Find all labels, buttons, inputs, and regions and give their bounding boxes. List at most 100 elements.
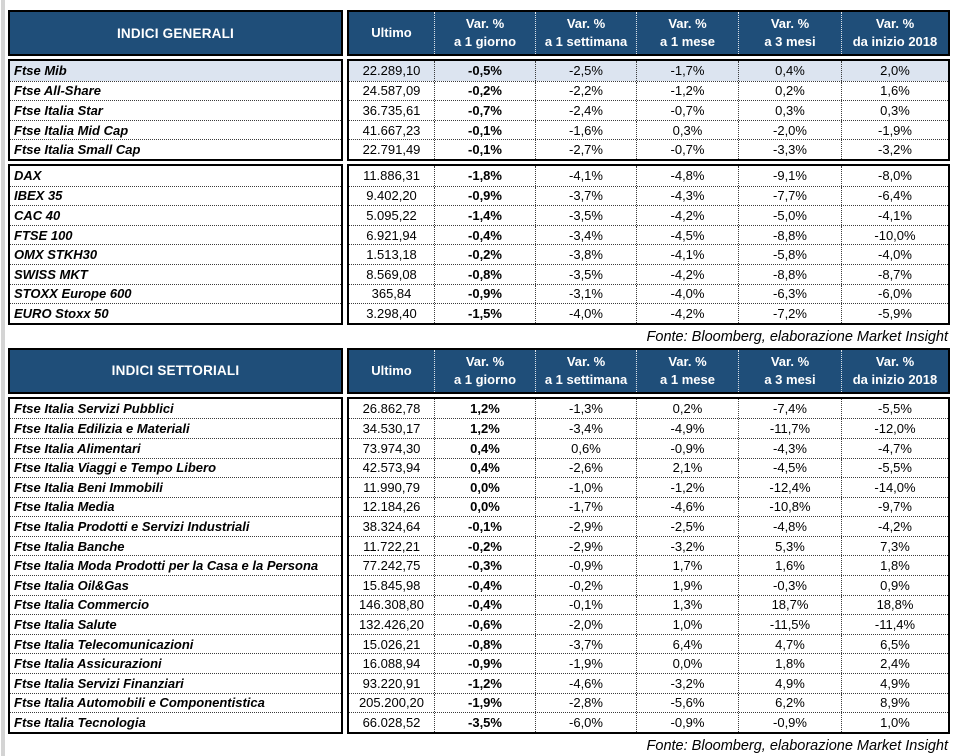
cell-var-1-mese: 1,3%	[636, 595, 738, 615]
cell-var-3-mesi: -10,8%	[738, 497, 841, 517]
cell-var-3-mesi: -2,0%	[738, 120, 841, 140]
cell-var-1-giorno: -1,2%	[434, 674, 535, 693]
table-row: 3.298,40 -1,5% -4,0% -4,2% -7,2% -5,9%	[349, 303, 948, 323]
cell-var-3-mesi: -6,3%	[738, 284, 841, 304]
cell-var-3-mesi: -4,5%	[738, 458, 841, 478]
column-header: Ultimo	[349, 350, 434, 392]
cell-var-inizio-2018: -4,7%	[841, 438, 948, 458]
cell-var-1-giorno: -0,5%	[434, 61, 535, 81]
column-header-line2: a 1 giorno	[453, 34, 517, 49]
cell-ultimo: 36.735,61	[362, 102, 421, 118]
cell-var-inizio-2018: 6,5%	[841, 634, 948, 654]
table-row: 6.921,94 -0,4% -3,4% -4,5% -8,8% -10,0%	[349, 224, 948, 245]
cell-var-3-mesi: -11,7%	[738, 419, 841, 438]
cell-var-1-giorno: -0,2%	[434, 81, 535, 101]
cell-var-1-giorno: -0,9%	[434, 186, 535, 206]
cell-ultimo: 16.088,94	[362, 656, 421, 672]
column-header-line1: Var. %	[566, 353, 606, 369]
column-header-line1: Var. %	[875, 353, 915, 369]
table-header: INDICI GENERALI Ultimo Var. % a 1 giorno Var…	[8, 10, 950, 56]
header-columns: Ultimo Var. % a 1 giorno Var. % a 1 settiman…	[347, 347, 950, 394]
cell-var-1-giorno: -0,7%	[434, 101, 535, 120]
table-block: Ftse Italia Servizi Pubblici Ftse Italia …	[8, 396, 950, 734]
cell-var-1-settimana: -4,1%	[535, 165, 636, 186]
row-label: DAX	[14, 168, 42, 184]
cell-var-1-mese: -4,8%	[636, 165, 738, 186]
column-header: Var. % a 1 settimana	[535, 349, 636, 392]
row-label: Ftse Italia Commercio	[10, 594, 341, 615]
cell-var-1-settimana: -3,4%	[535, 419, 636, 438]
cell-ultimo: 26.862,78	[362, 401, 421, 417]
row-label: Ftse Italia Mid Cap	[10, 119, 341, 140]
cell-var-1-mese: -4,6%	[636, 497, 738, 517]
header-row: Ultimo Var. % a 1 giorno Var. % a 1 settiman…	[349, 12, 948, 54]
cell-var-inizio-2018: -1,9%	[841, 120, 948, 140]
row-labels: Ftse Mib Ftse All-Share Ftse Italia Star Ft…	[8, 59, 343, 161]
table-row: 38.324,64 -0,1% -2,9% -2,5% -4,8% -4,2%	[349, 516, 948, 536]
row-labels: DAX IBEX 35 CAC 40 FTSE 100 OMX STKH30 SWISS …	[8, 163, 343, 325]
cell-var-3-mesi: -3,3%	[738, 140, 841, 159]
cell-var-1-settimana: -1,7%	[535, 497, 636, 517]
cell-ultimo: 93.220,91	[362, 675, 421, 691]
cell-var-1-settimana: -0,1%	[535, 595, 636, 615]
cell-ultimo: 1.513,18	[366, 247, 417, 263]
cell-var-1-settimana: -4,0%	[535, 304, 636, 323]
column-header: Var. % a 1 giorno	[434, 12, 535, 54]
cell-var-3-mesi: -9,1%	[738, 165, 841, 186]
row-label: Ftse Italia Automobili e Componentistica	[10, 692, 341, 713]
cell-var-1-mese: -1,7%	[636, 61, 738, 81]
cell-var-3-mesi: -11,5%	[738, 615, 841, 634]
column-header-line1: Var. %	[770, 353, 810, 369]
cell-var-3-mesi: -12,4%	[738, 478, 841, 497]
cell-var-1-mese: 0,0%	[636, 654, 738, 674]
column-header-line1: Var. %	[465, 16, 505, 31]
cell-var-1-giorno: -0,9%	[434, 284, 535, 304]
cell-var-1-settimana: -0,9%	[535, 556, 636, 576]
cell-var-1-mese: -5,6%	[636, 693, 738, 713]
cell-var-3-mesi: 1,6%	[738, 556, 841, 576]
cell-var-inizio-2018: 1,6%	[841, 81, 948, 101]
table-row: 66.028,52 -3,5% -6,0% -0,9% -0,9% 1,0%	[349, 712, 948, 732]
table-title: INDICI SETTORIALI	[8, 347, 343, 394]
cell-var-1-giorno: -1,4%	[434, 206, 535, 225]
table-row: 34.530,17 1,2% -3,4% -4,9% -11,7% -12,0%	[349, 418, 948, 438]
cell-var-1-giorno: -1,9%	[434, 693, 535, 713]
cell-ultimo: 11.886,31	[363, 168, 420, 184]
cell-var-inizio-2018: -8,7%	[841, 264, 948, 284]
cell-var-inizio-2018: -5,9%	[841, 304, 948, 323]
cell-var-1-mese: 1,0%	[636, 615, 738, 634]
cell-var-1-mese: -0,9%	[636, 438, 738, 458]
cell-ultimo: 12.184,26	[362, 499, 421, 515]
table-row: 132.426,20 -0,6% -2,0% 1,0% -11,5% -11,4%	[349, 614, 948, 634]
row-label: Ftse Italia Oil&Gas	[10, 575, 341, 595]
cell-var-3-mesi: -7,7%	[738, 186, 841, 206]
column-header-line1: Var. %	[875, 16, 915, 31]
column-header: Ultimo	[349, 12, 434, 54]
cell-var-inizio-2018: -5,5%	[841, 458, 948, 478]
column-header-line2: a 3 mesi	[764, 371, 816, 387]
row-label: Ftse Italia Telecomunicazioni	[10, 633, 341, 654]
cell-var-1-mese: 1,9%	[636, 576, 738, 595]
cell-var-1-mese: -1,2%	[636, 478, 738, 497]
cell-var-1-giorno: -0,6%	[434, 615, 535, 634]
cell-var-1-mese: -1,2%	[636, 81, 738, 101]
cell-var-3-mesi: -8,8%	[738, 264, 841, 284]
cell-var-1-mese: -0,7%	[636, 140, 738, 159]
cell-var-3-mesi: -7,2%	[738, 304, 841, 323]
table-row: 16.088,94 -0,9% -1,9% 0,0% 1,8% 2,4%	[349, 653, 948, 674]
table-row: 93.220,91 -1,2% -4,6% -3,2% 4,9% 4,9%	[349, 673, 948, 693]
cell-var-1-mese: -2,5%	[636, 517, 738, 536]
cell-ultimo: 22.791,49	[362, 142, 421, 158]
header-row: Ultimo Var. % a 1 giorno Var. % a 1 settiman…	[349, 349, 948, 392]
table-row: 11.990,79 0,0% -1,0% -1,2% -12,4% -14,0%	[349, 477, 948, 497]
cell-var-1-settimana: -0,2%	[535, 576, 636, 595]
row-label: Ftse Italia Banche	[10, 535, 341, 556]
row-label: Ftse Italia Assicurazioni	[10, 653, 341, 673]
cell-ultimo: 15.845,98	[362, 577, 421, 593]
cell-var-1-settimana: 0,6%	[535, 438, 636, 458]
cell-var-1-giorno: 1,2%	[434, 398, 535, 419]
cell-ultimo: 24.587,09	[362, 83, 421, 99]
cell-ultimo: 73.974,30	[362, 440, 421, 456]
cell-var-1-settimana: -6,0%	[535, 713, 636, 732]
table-row: 12.184,26 0,0% -1,7% -4,6% -10,8% -9,7%	[349, 496, 948, 517]
